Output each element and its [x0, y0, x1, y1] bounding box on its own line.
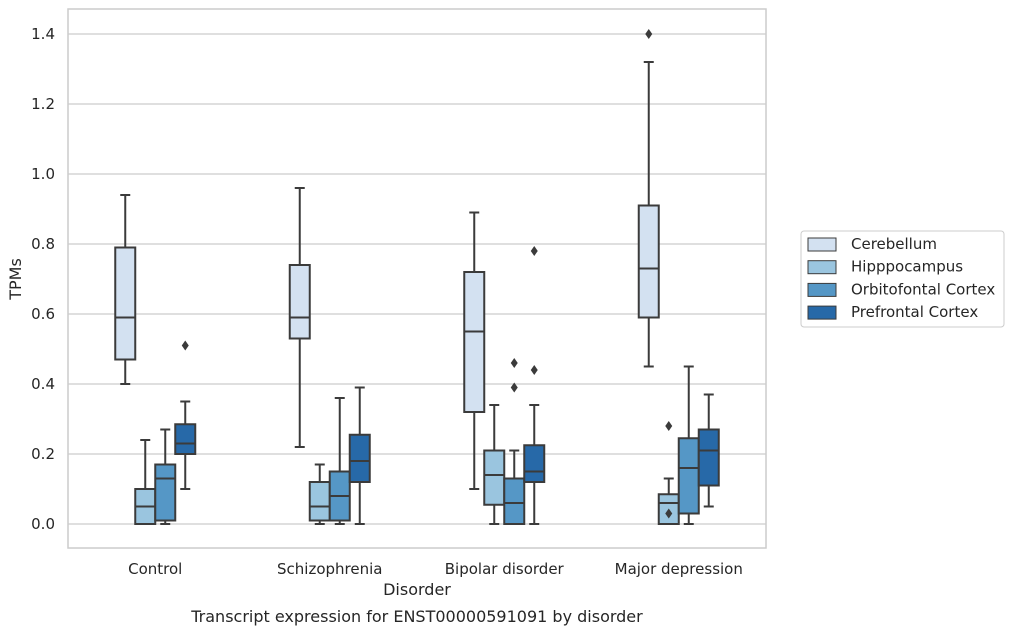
legend-label: Orbitofontal Cortex [851, 280, 995, 298]
box-body [697, 428, 720, 487]
box-orbitofontal-cortex [503, 358, 526, 525]
legend-frame [800, 230, 1005, 328]
box-body [174, 423, 197, 455]
legend-swatch [807, 237, 837, 252]
box-body [503, 477, 526, 525]
plot-frame [67, 8, 767, 549]
box-cerebellum [463, 211, 486, 490]
box-cerebellum [637, 29, 660, 368]
x-tick-label: Control [128, 560, 182, 578]
x-tick-label: Schizophrenia [277, 560, 382, 578]
box-prefrontal-cortex [697, 393, 720, 508]
box-groups [114, 29, 720, 525]
box-body [463, 271, 486, 413]
box-body [348, 433, 371, 483]
y-axis-label: TPMs [6, 258, 25, 301]
outlier-point [665, 421, 673, 431]
outlier-point [510, 358, 518, 368]
box-body [288, 264, 311, 340]
box-body [114, 246, 137, 361]
box-body [523, 444, 546, 483]
y-tick-label: 0.2 [31, 445, 55, 463]
legend: Cerebellum Hipppocampus Orbitofontal Corte… [800, 230, 1005, 328]
box-body [308, 481, 331, 522]
box-orbitofontal-cortex [677, 365, 700, 525]
y-tick-label: 0.0 [31, 515, 55, 533]
y-tick-label: 0.8 [31, 235, 55, 253]
legend-swatch [807, 282, 837, 297]
outlier-point [510, 382, 518, 393]
y-tick-label: 1.2 [31, 95, 55, 113]
box-prefrontal-cortex [523, 246, 546, 525]
outlier-point [645, 29, 653, 39]
y-tick-label: 1.0 [31, 165, 55, 183]
outlier-point [530, 365, 538, 375]
x-tick-label: Major depression [615, 560, 743, 578]
y-tick-labels: 0.0 0.2 0.4 0.6 0.8 1.0 1.2 1.4 [31, 25, 55, 533]
box-hipppocampus [657, 421, 680, 525]
chart-caption: Transcript expression for ENST0000059109… [190, 607, 643, 626]
x-axis-label: Disorder [383, 580, 451, 599]
box-prefrontal-cortex [348, 386, 371, 525]
y-tick-label: 0.6 [31, 305, 55, 323]
box-cerebellum [288, 187, 311, 448]
legend-label: Prefrontal Cortex [851, 303, 978, 321]
legend-swatch [807, 305, 837, 320]
outlier-point [530, 246, 538, 256]
box-prefrontal-cortex [174, 340, 197, 490]
box-orbitofontal-cortex [328, 397, 351, 525]
x-tick-labels: Control Schizophrenia Bipolar disorder Majo… [128, 560, 743, 578]
legend-swatch [807, 260, 837, 275]
outlier-point [181, 340, 189, 351]
box-cerebellum [114, 194, 137, 385]
box-body [154, 463, 177, 522]
box-hipppocampus [483, 404, 506, 525]
x-tick-label: Bipolar disorder [445, 560, 565, 578]
box-orbitofontal-cortex [154, 428, 177, 525]
box-hipppocampus [308, 463, 331, 525]
y-tick-label: 1.4 [31, 25, 55, 43]
box-body [483, 449, 506, 506]
legend-label: Cerebellum [851, 235, 937, 253]
box-body [637, 204, 660, 319]
box-body [677, 437, 700, 515]
grid-lines [68, 33, 766, 525]
y-tick-label: 0.4 [31, 375, 55, 393]
box-hipppocampus [134, 439, 157, 525]
legend-label: Hipppocampus [851, 258, 963, 276]
outlier-point [665, 508, 673, 519]
